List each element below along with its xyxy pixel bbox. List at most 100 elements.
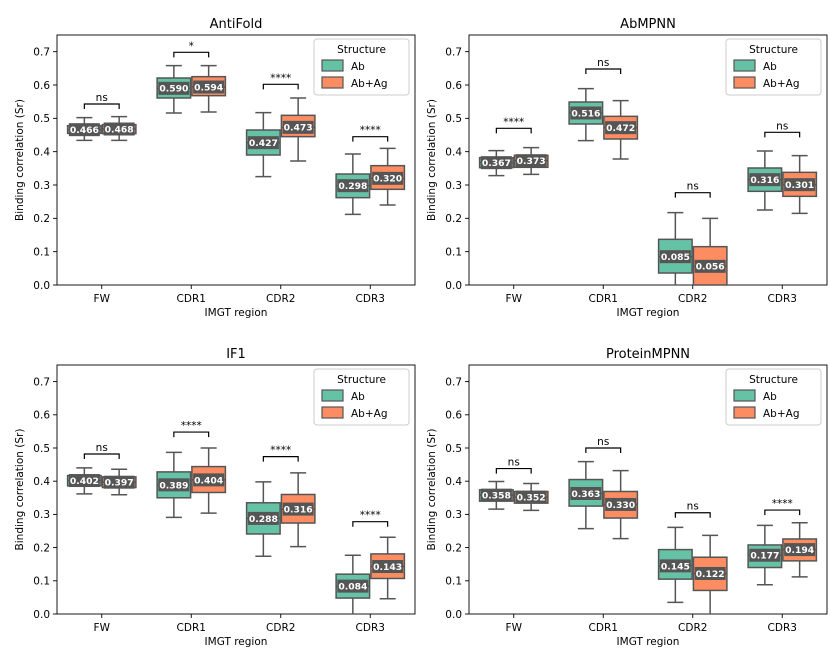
y-tick-label: 0.1 <box>33 576 50 588</box>
box-ab-ag-cdr1: 0.404 <box>191 447 227 514</box>
box-ab-ag-cdr2: 0.316 <box>280 472 316 548</box>
median-label: 0.177 <box>750 551 779 562</box>
y-tick-label: 0.3 <box>33 180 50 192</box>
legend-label-ab: Ab <box>763 391 777 403</box>
box-ab-cdr3: 0.316 <box>747 150 783 211</box>
median-label: 0.516 <box>571 108 600 119</box>
box-ab-ag-cdr1: 0.472 <box>603 99 639 160</box>
significance-cdr2: **** <box>262 445 299 462</box>
median-label: 0.056 <box>696 262 725 273</box>
axes-frame <box>56 34 416 286</box>
box-ab-ag-fw: 0.373 <box>513 146 549 176</box>
median-label-bg <box>247 511 279 525</box>
median-label: 0.330 <box>606 500 635 511</box>
x-tick-label: FW <box>94 293 111 305</box>
median-label-bg <box>372 171 404 185</box>
y-tick-label: 0.4 <box>33 476 50 488</box>
significance-bracket <box>262 83 299 90</box>
median-label: 0.363 <box>571 489 600 500</box>
y-tick-label: 0.4 <box>445 146 462 158</box>
box-ab-ag-cdr3: 0.320 <box>370 147 406 206</box>
significance-cdr2: ns <box>674 181 711 198</box>
box-ab-ag-cdr3: 0.301 <box>782 154 818 215</box>
y-tick-label: 0.7 <box>445 376 462 388</box>
median-label-bg <box>282 120 314 134</box>
y-axis-label: Binding correlation (Sr) <box>14 429 26 551</box>
significance-cdr3: **** <box>352 125 389 142</box>
box-ab-ag-cdr2: 0.122 <box>692 534 728 614</box>
median-label: 0.472 <box>606 123 635 134</box>
significance-bracket <box>764 509 801 516</box>
median-label: 0.397 <box>105 478 134 489</box>
significance-label: **** <box>181 420 202 432</box>
y-axis-label: Binding correlation (Sr) <box>14 99 26 221</box>
y-tick-label: 0.2 <box>445 213 462 225</box>
significance-label: ns <box>597 57 609 69</box>
y-tick-label: 0.6 <box>33 80 50 92</box>
median-label-bg <box>372 560 404 574</box>
y-tick-label: 0.0 <box>445 280 462 292</box>
box-ab-cdr2: 0.085 <box>657 211 693 285</box>
x-tick-label: FW <box>506 293 523 305</box>
legend: Structure Ab Ab+Ag <box>313 368 410 426</box>
significance-cdr1: ns <box>585 57 622 74</box>
median-label-bg <box>749 548 781 562</box>
panel-proteinmpnn: ProteinMPNN 0.0 0.1 0.2 0.3 0.4 0.5 0.6 0.7 FW CDR… <box>426 347 828 648</box>
median-label: 0.402 <box>70 476 99 487</box>
significance-label: ns <box>687 501 699 513</box>
y-tick-label: 0.2 <box>33 542 50 554</box>
box-ab-ag-fw: 0.352 <box>513 482 549 512</box>
panel-if1: IF1 0.0 0.1 0.2 0.3 0.4 0.5 0.6 0.7 FW CDR1 CDR2 CDR… <box>14 347 416 648</box>
y-axis-label: Binding correlation (Sr) <box>426 99 438 221</box>
legend-swatch-ab <box>733 59 756 72</box>
significance-fw: ns <box>83 442 120 459</box>
legend-label-ab: Ab <box>351 391 365 403</box>
legend-title: Structure <box>337 374 386 386</box>
significance-bracket <box>674 192 711 198</box>
median-label-bg <box>605 497 637 511</box>
significance-cdr1: * <box>173 40 210 58</box>
significance-bracket <box>83 453 120 459</box>
median-label-bg <box>570 106 602 120</box>
significance-cdr3: **** <box>352 510 389 527</box>
median-label: 0.316 <box>750 175 779 186</box>
legend: Structure Ab Ab+Ag <box>313 38 410 96</box>
legend-label-ab-ag: Ab+Ag <box>351 408 388 420</box>
box-ab-ag-cdr3: 0.194 <box>782 521 818 578</box>
box-ab-ag-cdr2: 0.056 <box>692 217 728 286</box>
legend-label-ab-ag: Ab+Ag <box>763 408 800 420</box>
box-ab-ag-fw: 0.468 <box>101 115 137 142</box>
significance-cdr1: ns <box>585 436 622 453</box>
x-tick-label: CDR3 <box>356 622 385 634</box>
y-tick-label: 0.2 <box>33 213 50 225</box>
significance-label: ns <box>687 181 699 193</box>
y-tick-label: 0.4 <box>33 146 50 158</box>
axes-frame <box>56 364 416 615</box>
y-axis-label: Binding correlation (Sr) <box>426 429 438 551</box>
legend-swatch-ab <box>321 59 344 72</box>
median-label: 0.194 <box>785 545 814 556</box>
significance-bracket <box>173 431 210 438</box>
median-label-bg <box>68 474 100 488</box>
median-label-bg <box>659 250 691 264</box>
significance-cdr3: ns <box>764 120 801 138</box>
significance-label: **** <box>360 510 381 522</box>
legend: Structure Ab Ab+Ag <box>725 38 822 96</box>
median-label-bg <box>103 475 135 489</box>
median-label: 0.320 <box>373 174 402 185</box>
significance-fw: ns <box>83 92 120 109</box>
median-label-bg <box>282 502 314 516</box>
legend-label-ab: Ab <box>351 61 365 73</box>
significance-fw: ns <box>495 457 532 474</box>
x-tick-label: CDR1 <box>589 293 618 305</box>
significance-label: ns <box>96 442 108 454</box>
y-tick-label: 0.6 <box>445 80 462 92</box>
median-label: 0.288 <box>249 514 278 525</box>
box-ab-fw: 0.466 <box>66 116 102 142</box>
panel-title: IF1 <box>226 347 246 362</box>
x-tick-label: CDR2 <box>678 293 707 305</box>
median-label: 0.594 <box>194 82 223 93</box>
y-tick-label: 0.2 <box>445 542 462 554</box>
box-ab-cdr2: 0.145 <box>657 526 693 604</box>
